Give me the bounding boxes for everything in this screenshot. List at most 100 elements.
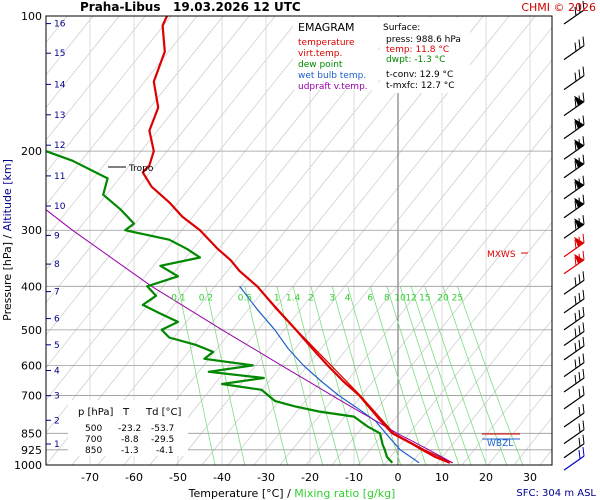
legend-background	[293, 17, 378, 90]
legend-item-dew-point: dew point	[298, 60, 343, 70]
station-date-title: Praha-Libus 19.03.2026 12 UTC	[80, 0, 301, 14]
wind-barb	[563, 154, 585, 179]
wind-barb-staff	[563, 259, 585, 275]
mixing-ratio-line	[410, 286, 472, 465]
mixing-ratio-label: 0.2	[199, 293, 213, 303]
wind-barb-staff	[563, 203, 585, 219]
wind-barb-flag	[574, 236, 584, 247]
mixing-ratio-label: 1	[274, 293, 280, 303]
surface-background	[380, 17, 470, 93]
altitude-tick-label: 11	[54, 172, 65, 182]
wind-barb-feather	[578, 95, 581, 105]
wind-barb-staff	[563, 163, 585, 179]
wind-barb-staff	[563, 455, 585, 471]
wind-barb-staff	[563, 377, 585, 393]
wind-barb-feather	[582, 385, 585, 395]
y-tick-label: 700	[21, 389, 42, 402]
wind-barb-feather	[574, 221, 577, 231]
wind-barb-staff	[563, 223, 585, 239]
dew-point-line	[46, 150, 394, 464]
x-tick-label: -20	[301, 471, 319, 484]
wind-barb-staff	[563, 242, 585, 258]
wind-barb-feather	[582, 115, 585, 125]
altitude-tick-label: 12	[54, 141, 65, 151]
wind-barb-feather	[578, 388, 581, 398]
wind-barb-feather	[578, 437, 581, 447]
wind-barb	[563, 385, 585, 410]
altitude-tick-label: 14	[54, 80, 66, 90]
wind-barb-feather	[578, 406, 581, 417]
mixing-ratio-label: 2	[308, 293, 314, 303]
y-tick-label: 300	[21, 224, 42, 237]
x-axis-title-mixing: Mixing ratio [g/kg]	[294, 487, 395, 500]
mixing-ratio-label: 20	[437, 293, 449, 303]
altitude-tick-label: 16	[54, 20, 66, 30]
wind-barb	[563, 66, 585, 91]
legend-title: EMAGRAM	[298, 21, 355, 34]
wind-barb-staff	[563, 315, 585, 331]
mixing-ratio-label: 0.1	[171, 293, 185, 303]
legend-item-temperature: temperature	[298, 38, 355, 48]
adiabat-line	[46, 16, 276, 304]
wind-barb-feather	[574, 6, 577, 17]
wind-barb-feather	[574, 42, 577, 52]
table-row-500-td: -53.7	[151, 424, 174, 434]
altitude-tick-label: 1	[54, 440, 60, 450]
wind-barb	[563, 92, 585, 117]
grid-clipped	[46, 16, 552, 465]
y-axis-title: Pressure [hPa] / Altitude [km]	[1, 159, 14, 321]
wind-barb	[563, 136, 585, 160]
x-tick-label: 0	[395, 471, 402, 484]
wind-barb-feather	[582, 215, 585, 225]
wind-barb-feather	[582, 403, 585, 414]
wind-barb-feather	[574, 374, 577, 385]
wind-barb-feather	[582, 306, 585, 316]
levels-table-background	[68, 400, 188, 456]
x-tick-label: -70	[81, 471, 99, 484]
y-tick-label: 200	[21, 145, 42, 158]
wind-barb	[563, 233, 585, 258]
wind-barb-staff	[563, 144, 585, 160]
surface-temp: temp: 11.8 °C	[386, 45, 449, 55]
wind-barb-feather	[582, 289, 585, 299]
wind-barb	[563, 447, 585, 471]
wind-barb-staff	[563, 443, 585, 459]
surface-tconv: t-conv: 12.9 °C	[386, 70, 453, 80]
wind-barb-feather	[574, 142, 577, 152]
y-tick-label: 1000	[14, 459, 42, 472]
adiabat-line	[46, 16, 250, 271]
wind-barb-feather	[582, 0, 585, 11]
series-clipped	[46, 16, 453, 464]
x-tick-label: -50	[169, 471, 187, 484]
wind-barb-feather	[582, 336, 585, 346]
wind-barb-staff	[563, 331, 585, 346]
y-axis-title-altitude: Altitude [km]	[1, 159, 14, 231]
mixing-ratio-line	[386, 286, 445, 465]
mixing-ratio-line	[442, 286, 508, 465]
altitude-tick-label: 3	[54, 392, 60, 402]
wind-barb-feather	[582, 322, 585, 332]
wind-barb-feather	[578, 39, 581, 49]
wind-barb-flag	[574, 197, 584, 208]
wind-barb-feather	[578, 253, 581, 263]
mxws-label: MXWS	[487, 250, 516, 260]
table-row-850-p: 850	[85, 446, 102, 456]
mixing-ratio-line	[292, 286, 341, 465]
altitude-tick-label: 6	[54, 315, 60, 325]
wind-barb-feather	[582, 420, 585, 430]
wind-barb-feather	[578, 423, 581, 433]
legend-item-wet-bulb: wet bulb temp.	[298, 71, 366, 81]
altitude-tick-label: 15	[54, 49, 65, 59]
wind-barb	[563, 289, 585, 314]
wind-barb-feather	[582, 353, 585, 363]
wind-barb-feather	[574, 328, 577, 338]
altitude-tick-label: 13	[54, 111, 65, 121]
wind-barb	[563, 36, 585, 61]
wind-barb-staff	[563, 75, 585, 91]
mixing-ratio-line	[276, 286, 323, 465]
x-axis-title-temperature: Temperature [°C]	[188, 487, 284, 500]
wind-barb-feather	[582, 36, 585, 46]
adiabat-line	[46, 16, 302, 336]
wind-barb-staff	[563, 412, 585, 428]
mixing-ratio-line	[178, 286, 216, 465]
